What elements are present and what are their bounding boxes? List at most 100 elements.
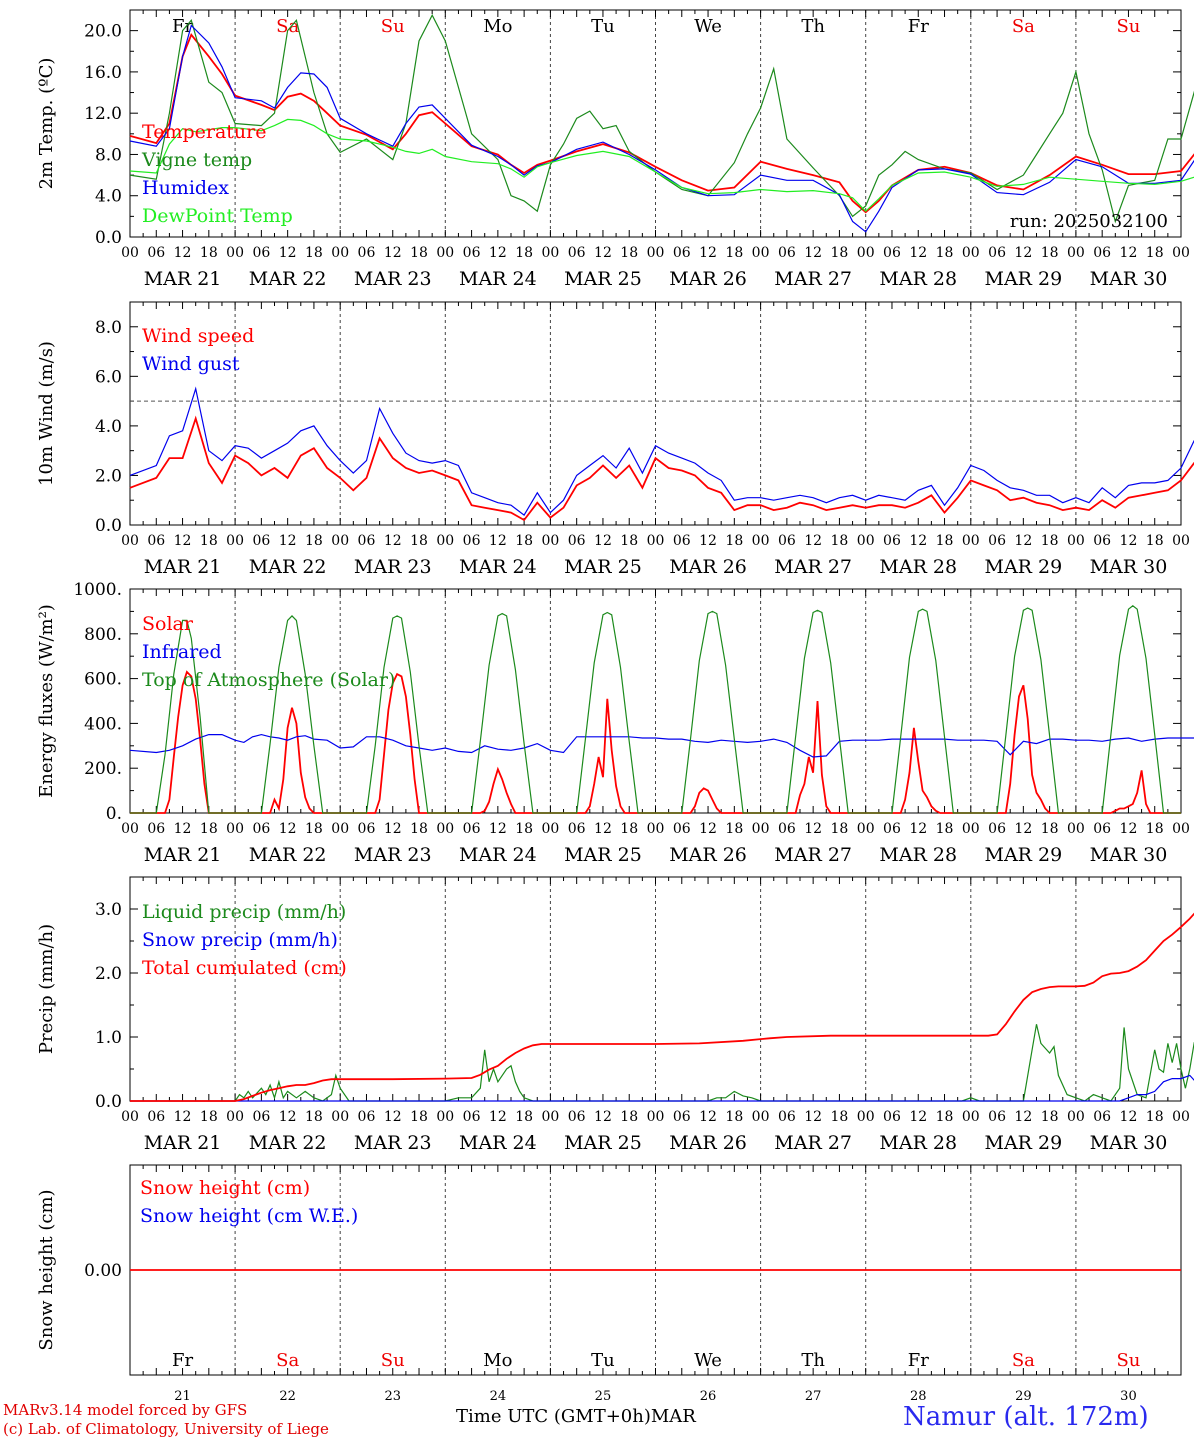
x-hour-label: 12 xyxy=(804,533,822,549)
x-hour-label: 12 xyxy=(1120,533,1138,549)
x-hour-label: 12 xyxy=(174,245,192,261)
day-number-label: 24 xyxy=(490,1389,507,1404)
x-hour-label: 12 xyxy=(699,1109,717,1125)
day-number-label: 26 xyxy=(700,1389,717,1404)
series-line xyxy=(130,912,1194,1102)
x-hour-label: 18 xyxy=(831,245,849,261)
x-hour-label: 00 xyxy=(857,533,875,549)
x-hour-label: 12 xyxy=(804,245,822,261)
day-of-week-label: Fr xyxy=(172,1350,193,1371)
day-of-week-label: Su xyxy=(381,1350,405,1371)
x-hour-label: 12 xyxy=(279,821,297,837)
x-hour-label: 06 xyxy=(147,821,165,837)
x-hour-label: 06 xyxy=(568,245,586,261)
x-date-label: MAR 21 xyxy=(144,268,222,290)
series-line xyxy=(129,733,1194,758)
x-date-label: MAR 26 xyxy=(669,556,747,578)
x-hour-label: 12 xyxy=(174,821,192,837)
x-hour-label: 06 xyxy=(463,533,481,549)
legend-entry: Infrared xyxy=(142,641,222,663)
x-date-label: MAR 28 xyxy=(879,1132,957,1154)
x-hour-label: 06 xyxy=(147,533,165,549)
x-date-label: MAR 21 xyxy=(144,844,222,866)
x-hour-label: 00 xyxy=(1067,1109,1085,1125)
x-hour-label: 06 xyxy=(778,821,796,837)
x-date-label: MAR 24 xyxy=(459,268,537,290)
x-hour-label: 18 xyxy=(725,533,743,549)
y-tick-label: 12.0 xyxy=(84,104,122,124)
legend-entry: Solar xyxy=(142,613,194,635)
y-tick-label: 0. xyxy=(106,804,122,824)
x-hour-label: 18 xyxy=(200,533,218,549)
x-hour-label: 18 xyxy=(725,821,743,837)
x-hour-label: 18 xyxy=(1041,1109,1059,1125)
legend-entry: Top of Atmosphere (Solar) xyxy=(142,669,395,691)
x-hour-label: 12 xyxy=(279,533,297,549)
x-hour-label: 06 xyxy=(1093,533,1111,549)
x-hour-label: 00 xyxy=(541,821,559,837)
x-date-label: MAR 23 xyxy=(354,1132,432,1154)
x-hour-label: 00 xyxy=(436,245,454,261)
x-hour-label: 18 xyxy=(410,821,428,837)
x-hour-label: 12 xyxy=(384,533,402,549)
legend-entry: Wind speed xyxy=(142,325,254,347)
x-hour-label: 06 xyxy=(358,821,376,837)
x-hour-label: 12 xyxy=(804,1109,822,1125)
x-hour-label: 00 xyxy=(1067,245,1085,261)
x-date-label: MAR 24 xyxy=(459,844,537,866)
x-hour-label: 18 xyxy=(410,533,428,549)
x-hour-label: 06 xyxy=(988,821,1006,837)
x-hour-label: 06 xyxy=(358,533,376,549)
y-tick-label: 1000. xyxy=(73,580,122,600)
x-hour-label: 18 xyxy=(936,1109,954,1125)
x-hour-label: 00 xyxy=(541,533,559,549)
x-hour-label: 18 xyxy=(515,245,533,261)
panel-frame xyxy=(129,301,1182,526)
x-hour-label: 00 xyxy=(436,533,454,549)
x-hour-label: 12 xyxy=(594,245,612,261)
x-hour-label: 06 xyxy=(252,245,270,261)
x-hour-label: 06 xyxy=(673,1109,691,1125)
x-hour-label: 18 xyxy=(831,533,849,549)
x-date-label: MAR 29 xyxy=(984,556,1062,578)
day-number-label: 23 xyxy=(384,1389,401,1404)
x-date-label: MAR 26 xyxy=(669,1132,747,1154)
x-hour-label: 00 xyxy=(226,1109,244,1125)
x-hour-label: 18 xyxy=(305,245,323,261)
x-date-label: MAR 25 xyxy=(564,844,642,866)
day-of-week-label: Fr xyxy=(908,1350,929,1371)
x-hour-label: 18 xyxy=(936,821,954,837)
x-hour-label: 06 xyxy=(568,533,586,549)
x-hour-label: 00 xyxy=(1172,533,1190,549)
x-date-label: MAR 23 xyxy=(354,268,432,290)
x-hour-label: 12 xyxy=(1120,245,1138,261)
x-hour-label: 12 xyxy=(594,821,612,837)
y-tick-label: 400. xyxy=(84,714,122,734)
y-axis-title: 10m Wind (m/s) xyxy=(36,341,57,486)
x-hour-label: 12 xyxy=(594,1109,612,1125)
x-hour-label: 12 xyxy=(909,533,927,549)
y-tick-label: 600. xyxy=(84,670,122,690)
x-date-label: MAR 21 xyxy=(144,1132,222,1154)
x-hour-label: 00 xyxy=(752,245,770,261)
x-hour-label: 06 xyxy=(463,245,481,261)
y-tick-label: 1.0 xyxy=(95,1028,122,1048)
x-date-label: MAR 25 xyxy=(564,1132,642,1154)
y-tick-label: 0.0 xyxy=(95,516,122,536)
x-hour-label: 12 xyxy=(489,245,507,261)
x-hour-label: 12 xyxy=(804,821,822,837)
x-hour-label: 18 xyxy=(1146,1109,1164,1125)
y-tick-label: 8.0 xyxy=(95,145,122,165)
x-hour-label: 00 xyxy=(857,821,875,837)
x-date-label: MAR 28 xyxy=(879,844,957,866)
x-axis-month: MAR xyxy=(650,1406,696,1427)
x-hour-label: 00 xyxy=(331,821,349,837)
x-hour-label: 18 xyxy=(620,1109,638,1125)
day-of-week-label: Fr xyxy=(172,16,193,37)
x-hour-label: 18 xyxy=(305,821,323,837)
x-date-label: MAR 22 xyxy=(249,844,327,866)
x-date-label: MAR 27 xyxy=(774,844,852,866)
day-number-label: 29 xyxy=(1015,1389,1032,1404)
legend-entry: Liquid precip (mm/h) xyxy=(142,901,346,923)
